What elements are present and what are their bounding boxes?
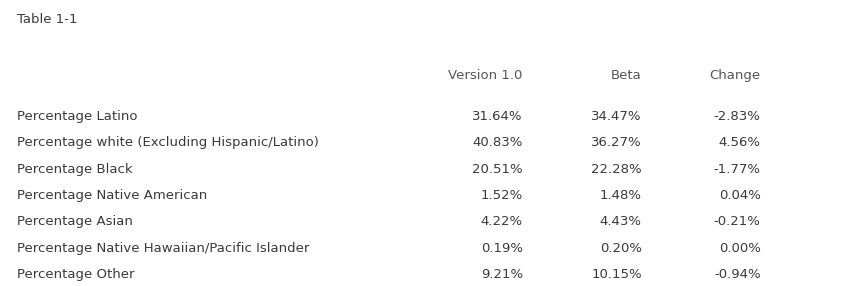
Text: 1.52%: 1.52%: [480, 189, 523, 202]
Text: -0.94%: -0.94%: [714, 268, 761, 281]
Text: 4.56%: 4.56%: [719, 136, 761, 149]
Text: Beta: Beta: [611, 69, 642, 82]
Text: 0.19%: 0.19%: [481, 242, 523, 255]
Text: Percentage Other: Percentage Other: [17, 268, 134, 281]
Text: 31.64%: 31.64%: [473, 110, 523, 123]
Text: 1.48%: 1.48%: [600, 189, 642, 202]
Text: 4.43%: 4.43%: [600, 215, 642, 228]
Text: Version 1.0: Version 1.0: [449, 69, 523, 82]
Text: Percentage Latino: Percentage Latino: [17, 110, 138, 123]
Text: 36.27%: 36.27%: [591, 136, 642, 149]
Text: -2.83%: -2.83%: [714, 110, 761, 123]
Text: Percentage Native Hawaiian/Pacific Islander: Percentage Native Hawaiian/Pacific Islan…: [17, 242, 309, 255]
Text: 0.04%: 0.04%: [719, 189, 761, 202]
Text: Change: Change: [710, 69, 761, 82]
Text: -1.77%: -1.77%: [714, 163, 761, 176]
Text: Percentage Asian: Percentage Asian: [17, 215, 133, 228]
Text: 4.22%: 4.22%: [480, 215, 523, 228]
Text: 34.47%: 34.47%: [592, 110, 642, 123]
Text: -0.21%: -0.21%: [714, 215, 761, 228]
Text: 40.83%: 40.83%: [473, 136, 523, 149]
Text: 9.21%: 9.21%: [480, 268, 523, 281]
Text: 10.15%: 10.15%: [591, 268, 642, 281]
Text: Percentage Black: Percentage Black: [17, 163, 133, 176]
Text: 0.20%: 0.20%: [600, 242, 642, 255]
Text: Percentage white (Excluding Hispanic/Latino): Percentage white (Excluding Hispanic/Lat…: [17, 136, 319, 149]
Text: 22.28%: 22.28%: [591, 163, 642, 176]
Text: 20.51%: 20.51%: [472, 163, 523, 176]
Text: Table 1-1: Table 1-1: [17, 13, 77, 26]
Text: Percentage Native American: Percentage Native American: [17, 189, 207, 202]
Text: 0.00%: 0.00%: [719, 242, 761, 255]
